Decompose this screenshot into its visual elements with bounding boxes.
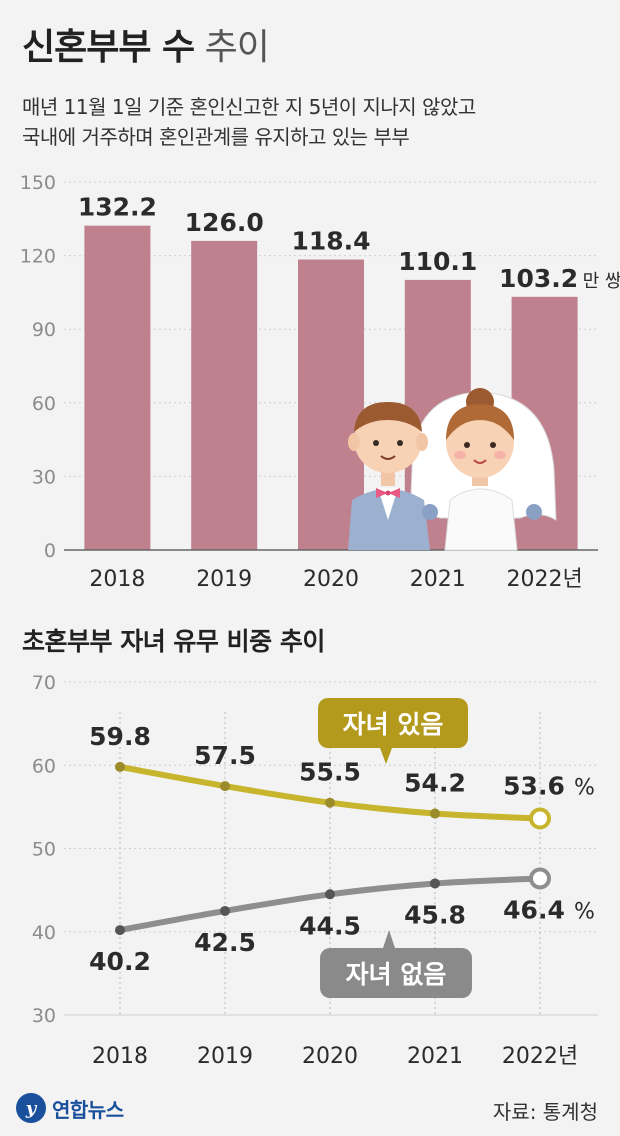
bar-ytick-label: 90 bbox=[32, 319, 56, 341]
subtitle-line-1: 매년 11월 1일 기준 혼인신고한 지 5년이 지나지 않았고 bbox=[22, 95, 476, 119]
bar-chart: 0 30 60 90 120 150 132.2 2018 126.0 2019 118.4 2020… bbox=[20, 172, 620, 592]
line-point bbox=[220, 781, 230, 792]
line-point bbox=[325, 889, 335, 900]
source-note: 자료: 통계청 bbox=[492, 1100, 598, 1124]
bar bbox=[191, 240, 258, 550]
subtitle: 매년 11월 1일 기준 혼인신고한 지 5년이 지나지 않았고 국내에 거주하… bbox=[22, 92, 476, 152]
series-callout-pointer bbox=[380, 748, 392, 764]
bar-ytick-label: 150 bbox=[20, 172, 56, 194]
title-bold: 신혼부부 수 bbox=[22, 27, 195, 68]
bar-ytick-label: 120 bbox=[20, 246, 56, 268]
line-value-label: 59.8 bbox=[89, 722, 151, 751]
line-value-label: 57.5 bbox=[194, 741, 256, 770]
line-point-end bbox=[529, 807, 551, 830]
line-point bbox=[325, 797, 335, 808]
page-title: 신혼부부 수 추이 bbox=[22, 18, 270, 70]
line-value-label: 42.5 bbox=[194, 928, 256, 957]
series-callout-pointer bbox=[383, 930, 395, 948]
line-value-label: 44.5 bbox=[299, 911, 361, 940]
line-value-label: 54.2 bbox=[404, 769, 466, 798]
line-point bbox=[115, 925, 125, 936]
series-name-label: 자녀 있음 bbox=[343, 710, 444, 739]
bar-value-label: 126.0 bbox=[185, 208, 264, 237]
bar-value-label: 132.2 bbox=[78, 193, 157, 222]
line-unit-label: % bbox=[574, 776, 595, 801]
line-ytick-label: 40 bbox=[32, 922, 56, 944]
line-point bbox=[430, 808, 440, 819]
bar-value-label: 103.2 bbox=[499, 264, 578, 293]
brand: y 연합뉴스 bbox=[16, 1093, 124, 1123]
series-callout-without-children bbox=[320, 948, 472, 998]
line-xtick-label: 2020 bbox=[302, 1044, 358, 1069]
line-ytick-label: 70 bbox=[32, 672, 56, 694]
bar-ytick-label: 60 bbox=[32, 393, 56, 415]
line-ytick-label: 60 bbox=[32, 755, 56, 777]
bar-xtick-label: 2020 bbox=[303, 567, 359, 592]
bar-ytick-label: 0 bbox=[44, 540, 56, 562]
line-ytick-label: 30 bbox=[32, 1005, 56, 1027]
yonhap-logo-icon: y bbox=[16, 1093, 46, 1123]
line-value-label: 55.5 bbox=[299, 758, 361, 787]
bar-unit-label: 만 쌍 bbox=[583, 271, 620, 292]
bar-ytick-label: 30 bbox=[32, 466, 56, 488]
line-ytick-label: 50 bbox=[32, 839, 56, 861]
brand-name: 연합뉴스 bbox=[52, 1097, 124, 1122]
series-callout-with-children bbox=[318, 698, 468, 748]
series-name-label: 자녀 없음 bbox=[346, 960, 447, 989]
line-chart-title: 초혼부부 자녀 유무 비중 추이 bbox=[22, 627, 325, 656]
line-point bbox=[430, 878, 440, 889]
line-xtick-label: 2018 bbox=[92, 1044, 148, 1069]
bar-xtick-label: 2019 bbox=[196, 567, 252, 592]
line-value-label: 53.6 bbox=[503, 772, 565, 801]
bar bbox=[84, 225, 151, 551]
bar-xtick-label: 2022년 bbox=[506, 567, 582, 592]
bar-xtick-label: 2018 bbox=[89, 567, 145, 592]
line-xtick-label: 2021 bbox=[407, 1044, 463, 1069]
subtitle-line-2: 국내에 거주하며 혼인관계를 유지하고 있는 부부 bbox=[22, 125, 410, 149]
couple-illustration bbox=[348, 388, 557, 551]
title-light: 추이 bbox=[204, 27, 270, 68]
line-xtick-label: 2019 bbox=[197, 1044, 253, 1069]
line-xtick-label: 2022년 bbox=[502, 1044, 578, 1069]
line-point bbox=[220, 905, 230, 916]
line-value-label: 45.8 bbox=[404, 900, 466, 929]
bar-value-label: 118.4 bbox=[291, 227, 370, 256]
line-unit-label: % bbox=[574, 899, 595, 924]
bar-value-label: 110.1 bbox=[398, 247, 477, 276]
line-point-end bbox=[529, 867, 551, 890]
line-value-label: 46.4 bbox=[503, 895, 565, 924]
line-point bbox=[115, 761, 125, 772]
line-chart: 30 40 50 60 70 2018 2019 2020 2021 2022년 59.8 57.5 5… bbox=[32, 672, 598, 1069]
line-value-label: 40.2 bbox=[89, 947, 151, 976]
bar-xtick-label: 2021 bbox=[410, 567, 466, 592]
